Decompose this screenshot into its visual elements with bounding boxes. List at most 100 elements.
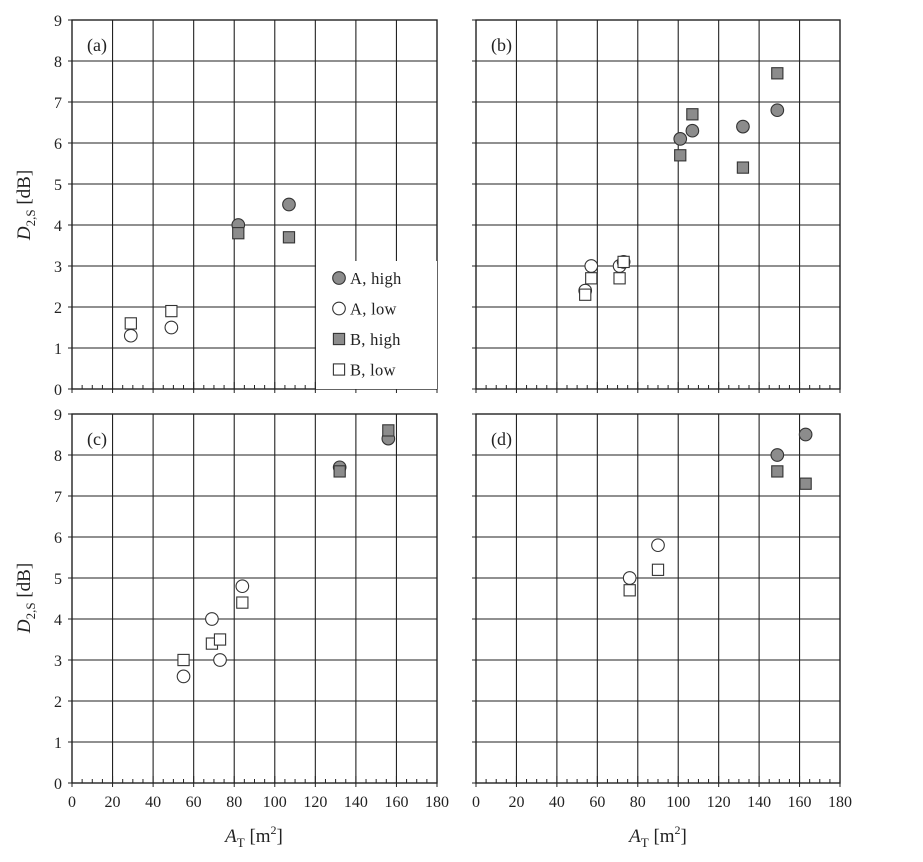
x-tick-label: 40 [549, 794, 565, 811]
panel-label: (b) [491, 35, 512, 56]
legend-entry: B, high [332, 330, 401, 349]
grid-lines [72, 414, 437, 783]
y-tick-label: 2 [54, 300, 62, 317]
y-tick-label: 4 [54, 612, 62, 629]
x-tick-label: 100 [666, 794, 690, 811]
legend-entry: B, low [332, 361, 396, 380]
point-square-blow [579, 288, 592, 301]
x-tick-label: 20 [105, 794, 121, 811]
grid-lines [476, 20, 840, 389]
x-axis-title: AT [m2] [223, 823, 283, 850]
y-tick-label: 0 [54, 776, 62, 793]
x-tick-label: 60 [589, 794, 605, 811]
legend-marker-square [332, 332, 346, 346]
data-points [123, 197, 296, 343]
y-tick-label: 5 [54, 177, 62, 194]
x-tick-label: 120 [303, 794, 327, 811]
point-square-bhigh [771, 465, 784, 478]
minor-ticks [472, 413, 841, 787]
point-circle-alow [123, 328, 138, 343]
y-tick-label: 9 [54, 13, 62, 30]
panel-d: 0 20 40 60 80 100 120 140 160 180 (d) [472, 413, 852, 811]
legend-marker-circle [332, 271, 346, 285]
legend-marker-square [332, 363, 346, 376]
legend-label: A, high [350, 269, 402, 288]
point-circle-ahigh [798, 427, 813, 442]
panel-label: (a) [87, 35, 107, 56]
point-square-bhigh [333, 465, 346, 478]
y-tick-label: 7 [54, 489, 62, 506]
legend-entry: A, low [332, 300, 397, 319]
legend-label: A, low [350, 300, 397, 319]
point-square-bhigh [771, 67, 784, 80]
data-points [578, 67, 785, 301]
minor-ticks [68, 413, 438, 787]
point-square-blow [236, 596, 249, 609]
point-square-blow [623, 584, 636, 597]
y-tick-label: 0 [54, 382, 62, 399]
point-circle-alow [205, 612, 219, 626]
x-tick-label: 140 [344, 794, 368, 811]
y-tick-label: 4 [54, 218, 62, 235]
minor-ticks [472, 19, 841, 393]
data-points [176, 424, 396, 684]
point-square-bhigh [799, 477, 812, 490]
point-square-bhigh [282, 231, 296, 244]
point-circle-alow [213, 653, 227, 667]
y-tick-label: 2 [54, 694, 62, 711]
point-circle-ahigh [282, 197, 296, 212]
x-tick-label: 160 [788, 794, 812, 811]
y-tick-label: 1 [54, 341, 62, 358]
point-square-blow [617, 255, 630, 269]
x-tick-label: 80 [226, 794, 242, 811]
point-circle-ahigh [770, 103, 785, 118]
y-tick-label: 8 [54, 448, 62, 465]
panel-label: (d) [491, 429, 512, 450]
point-circle-alow [176, 669, 191, 684]
point-circle-alow [584, 259, 599, 273]
legend-entry: A, high [332, 269, 402, 288]
point-square-blow [213, 633, 227, 646]
x-tick-label: 80 [630, 794, 646, 811]
x-tick-label: 140 [747, 794, 771, 811]
x-tick-label: 40 [145, 794, 161, 811]
y-tick-label: 6 [54, 136, 62, 153]
point-circle-alow [622, 571, 637, 585]
point-circle-alow [651, 538, 665, 553]
plot-frame [475, 19, 841, 390]
point-square-bhigh [736, 161, 750, 174]
point-square-blow [124, 317, 137, 330]
panel-a: 0 1 2 3 4 5 6 7 8 9 (a) [54, 13, 438, 399]
x-tick-label: 20 [508, 794, 524, 811]
point-square-bhigh [382, 424, 395, 437]
point-square-blow [165, 304, 178, 318]
x-axis-title: AT [m2] [627, 823, 687, 850]
y-tick-label: 1 [54, 735, 62, 752]
point-circle-ahigh [685, 123, 700, 138]
y-axis-title: D2,S [dB] [14, 563, 38, 634]
grid-lines [72, 20, 437, 389]
y-tick-label: 7 [54, 95, 62, 112]
data-points [622, 427, 813, 597]
point-circle-alow [235, 579, 250, 594]
y-tick-label: 3 [54, 653, 62, 670]
x-tick-label: 100 [263, 794, 287, 811]
x-tick-label: 0 [68, 794, 76, 811]
x-tick-label: 0 [472, 794, 480, 811]
y-tick-label: 3 [54, 259, 62, 276]
y-tick-label: 6 [54, 530, 62, 547]
x-tick-label: 180 [425, 794, 449, 811]
point-square-blow [585, 272, 598, 285]
point-square-bhigh [674, 149, 687, 162]
point-square-bhigh [686, 108, 699, 121]
y-tick-label: 9 [54, 407, 62, 424]
x-tick-label: 180 [828, 794, 852, 811]
legend: A, high A, low B, high B, low [316, 261, 437, 389]
x-tick-label: 60 [186, 794, 202, 811]
point-circle-ahigh [736, 119, 750, 134]
legend-label: B, low [350, 361, 396, 380]
x-tick-label: 160 [384, 794, 408, 811]
axis-titles: AT [m2] AT [m2] D2,S [dB] D2,S [dB] [14, 170, 687, 850]
panel-label: (c) [87, 429, 107, 450]
